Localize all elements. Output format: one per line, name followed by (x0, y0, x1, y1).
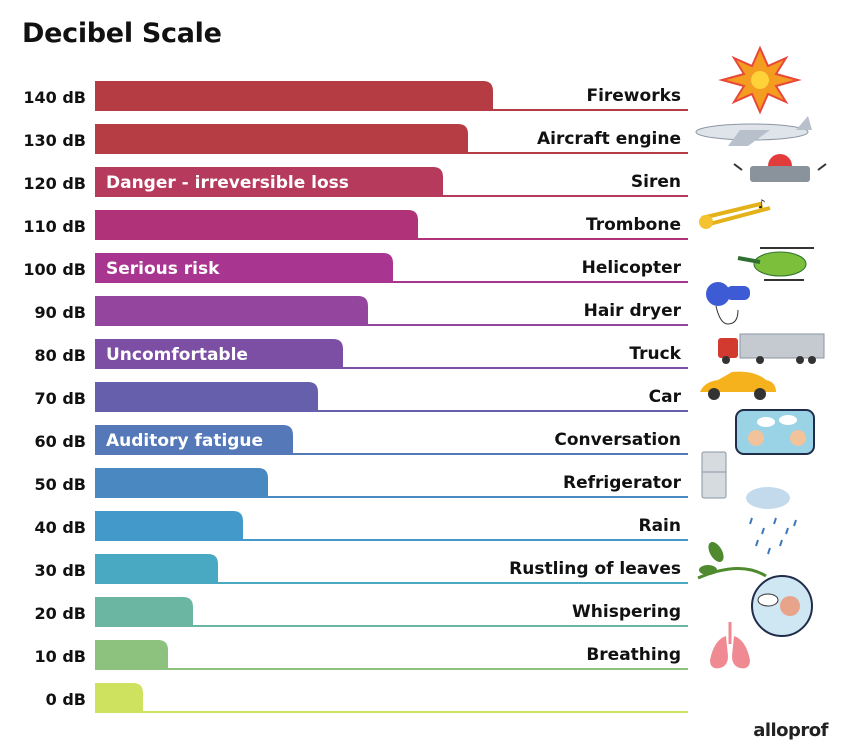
category-label: Breathing (586, 645, 681, 665)
bar-row: 0 dB (46, 683, 688, 713)
bar (95, 554, 218, 583)
y-tick-label: 100 dB (23, 260, 86, 279)
bar (95, 640, 168, 669)
bar-row: 140 dB Fireworks (23, 81, 688, 111)
bar-row: 90 dB Hair dryer (35, 296, 688, 326)
bar (95, 382, 318, 411)
refrigerator-icon (701, 451, 727, 499)
bar-row: 70 dB Car (35, 382, 688, 412)
bar-row: 80 dB Truck (35, 339, 688, 369)
bar-row: 20 dB Whispering (35, 597, 688, 627)
bar-row: 100 dB Helicopter (23, 253, 688, 283)
airplane-icon (695, 116, 812, 146)
zone-label: Danger - irreversible loss (106, 173, 349, 193)
bar-row: 10 dB Breathing (35, 640, 688, 670)
bar (95, 511, 243, 540)
y-tick-label: 80 dB (35, 346, 86, 365)
category-label: Siren (631, 172, 681, 192)
zone-label: Auditory fatigue (106, 431, 263, 451)
conversation-icon (735, 409, 815, 455)
bar-row: 120 dB Siren (23, 167, 688, 197)
bar-row: 130 dB Aircraft engine (23, 124, 688, 154)
truck-icon (718, 333, 825, 364)
bar (95, 124, 468, 153)
y-tick-label: 60 dB (35, 432, 86, 451)
bar (95, 253, 393, 282)
category-label: Aircraft engine (537, 129, 681, 149)
category-label: Fireworks (586, 86, 681, 106)
category-label: Conversation (554, 430, 681, 450)
category-label: Trombone (586, 215, 681, 235)
bar (95, 81, 493, 110)
bar-row: 110 dB Trombone (23, 210, 688, 240)
category-label: Rustling of leaves (509, 559, 681, 579)
rain-icon (746, 487, 797, 555)
y-tick-label: 120 dB (23, 174, 86, 193)
helicopter-icon (737, 247, 814, 281)
bar (95, 210, 418, 239)
chart-title: Decibel Scale (22, 18, 222, 49)
bar (95, 339, 343, 368)
zone-label: Uncomfortable (106, 345, 248, 365)
bar (95, 468, 268, 497)
whispering-icon (751, 575, 813, 637)
trombone-icon: ♪ (699, 197, 771, 229)
fireworks-icon (718, 45, 802, 115)
y-tick-label: 30 dB (35, 561, 86, 580)
y-tick-label: 70 dB (35, 389, 86, 408)
lungs-icon (710, 622, 750, 669)
zone-label: Serious risk (106, 259, 220, 279)
y-tick-label: 10 dB (35, 647, 86, 666)
y-tick-label: 130 dB (23, 131, 86, 150)
bar-row: 30 dB Rustling of leaves (35, 554, 688, 584)
y-tick-label: 110 dB (23, 217, 86, 236)
leaves-icon (697, 542, 767, 580)
y-tick-label: 90 dB (35, 303, 86, 322)
bar (95, 597, 193, 626)
y-tick-label: 20 dB (35, 604, 86, 623)
y-tick-label: 0 dB (46, 690, 86, 709)
siren-icon (733, 154, 827, 182)
y-tick-label: 50 dB (35, 475, 86, 494)
category-label: Car (649, 387, 682, 407)
category-label: Rain (639, 516, 682, 536)
category-label: Whispering (572, 602, 681, 622)
category-label: Truck (629, 344, 681, 364)
bar-row: 50 dB Refrigerator (35, 468, 688, 498)
category-label: Helicopter (582, 258, 682, 278)
car-icon (700, 371, 776, 400)
bar-row: 40 dB Rain (35, 511, 688, 541)
bar (95, 683, 143, 712)
bar (95, 425, 293, 454)
category-label: Refrigerator (563, 473, 682, 493)
bar (95, 167, 443, 196)
hair-dryer-icon (706, 282, 750, 325)
category-label: Hair dryer (584, 301, 682, 321)
y-tick-label: 40 dB (35, 518, 86, 537)
y-tick-label: 140 dB (23, 88, 86, 107)
bar-row: 60 dB Conversation (35, 425, 688, 455)
svg-text:♪: ♪ (758, 197, 766, 211)
alloprof-logo: alloprof (753, 720, 828, 741)
bar (95, 296, 368, 325)
